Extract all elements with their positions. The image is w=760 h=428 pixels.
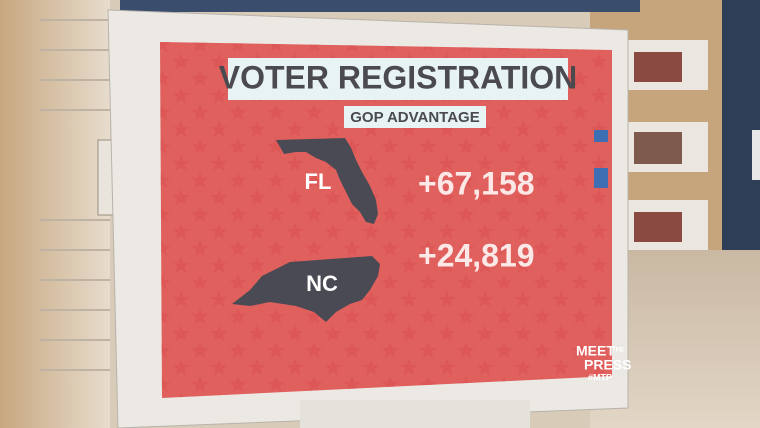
logo-text: THE [612, 348, 624, 354]
florida-shape [276, 138, 378, 224]
screen-icon [594, 130, 608, 142]
monitor-stand [300, 400, 530, 428]
registration-value: +67,158 [418, 165, 535, 201]
state-label: FL [305, 169, 332, 194]
top-screen [120, 0, 640, 12]
right-screen-light [752, 130, 760, 180]
subtitle-box [344, 106, 486, 128]
star-pattern [160, 42, 612, 398]
logo-hashtag: #MTP [588, 372, 612, 382]
right-screen [722, 0, 760, 250]
logo-text: PRESS [584, 357, 631, 373]
left-wall [0, 0, 110, 428]
wall-slats [40, 19, 110, 371]
title-box [228, 58, 568, 100]
north-carolina-shape [232, 256, 380, 322]
subtitle: GOP ADVANTAGE [350, 109, 479, 126]
registration-value: +24,819 [418, 237, 535, 273]
shelves [628, 40, 708, 250]
logo-text: MEET [576, 343, 615, 359]
screen-icon [594, 168, 608, 188]
title: VOTER REGISTRATION [219, 59, 578, 95]
network-logo: MEET THE PRESS #MTP [576, 343, 631, 383]
state-label: NC [306, 271, 338, 296]
